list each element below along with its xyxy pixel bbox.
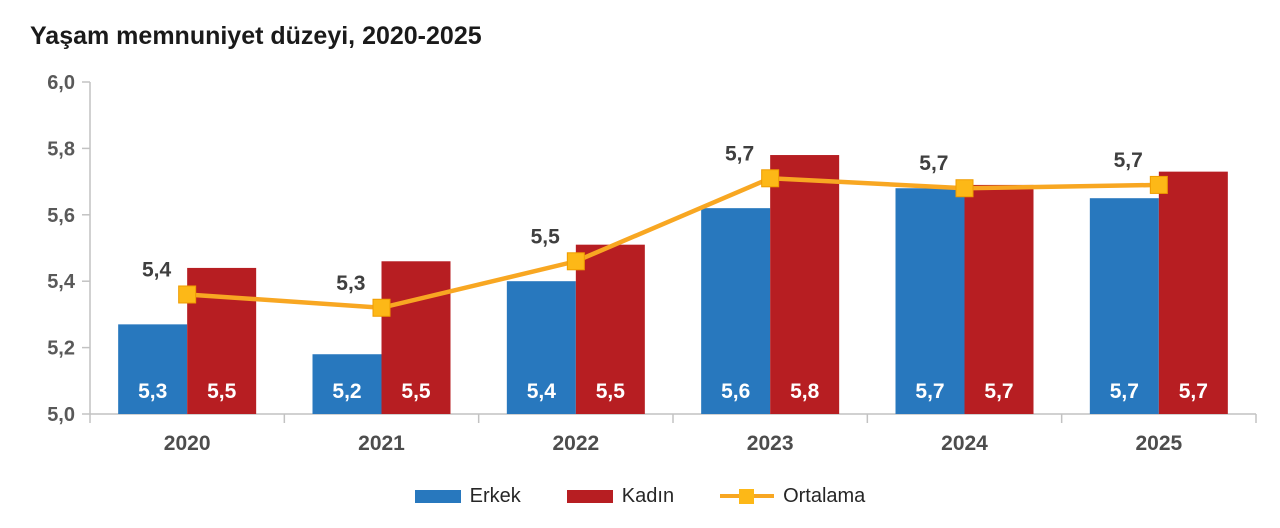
bar-kadin-2025 [1158, 171, 1228, 414]
chart-title: Yaşam memnuniyet düzeyi, 2020-2025 [30, 22, 482, 50]
bar-erkek-2025 [1089, 198, 1159, 414]
bar-kadin-2021 [381, 261, 451, 414]
bar-value-label-kadin-2025: 5,7 [1179, 380, 1208, 403]
erkek-bar-swatch-icon [414, 489, 461, 503]
bar-value-label-kadin-2021: 5,5 [401, 380, 431, 403]
chart-legend: Erkek Kadın Ortalama [0, 479, 1280, 513]
bar-kadin-2022 [575, 244, 645, 414]
y-tick-label: 5,2 [47, 338, 75, 360]
x-tick-label-2022: 2022 [552, 432, 599, 455]
bar-kadin-2023 [770, 155, 840, 415]
line-marker-2021 [372, 298, 391, 317]
line-point-label-2020: 5,4 [142, 258, 172, 281]
bar-value-label-erkek-2022: 5,4 [527, 380, 557, 403]
ortalama-line [187, 176, 1159, 311]
bar-value-label-kadin-2023: 5,8 [790, 380, 820, 403]
legend-item-erkek: Erkek [414, 484, 521, 508]
y-tick-label: 5,4 [47, 271, 76, 293]
x-tick-label-2021: 2021 [358, 432, 405, 455]
line-marker-2025 [1149, 175, 1168, 194]
y-tick-label: 5,6 [47, 205, 75, 227]
bar-value-label-erkek-2020: 5,3 [138, 380, 167, 403]
x-tick-label-2024: 2024 [941, 432, 988, 455]
line-point-label-2025: 5,7 [1114, 149, 1143, 172]
line-point-label-2023: 5,7 [725, 142, 754, 165]
line-marker-2020 [178, 285, 197, 304]
bar-value-label-erkek-2021: 5,2 [332, 380, 361, 403]
legend-item-ortalama: Ortalama [720, 485, 865, 508]
y-tick-label: 5,0 [47, 404, 75, 426]
kadin-bar-swatch-icon [566, 489, 613, 503]
line-point-label-2024: 5,7 [919, 152, 948, 175]
bar-kadin-2020 [187, 267, 257, 414]
bar-value-label-erkek-2023: 5,6 [721, 380, 750, 403]
bar-erkek-2023 [701, 208, 771, 414]
bar-value-label-kadin-2020: 5,5 [207, 380, 237, 403]
y-tick-label: 6,0 [47, 72, 75, 94]
bar-erkek-2021 [312, 354, 382, 414]
legend-label-ortalama: Ortalama [783, 484, 866, 507]
bar-erkek-2022 [506, 281, 576, 414]
bar-value-label-erkek-2024: 5,7 [915, 380, 944, 403]
x-tick-label-2023: 2023 [747, 432, 794, 455]
x-tick-label-2020: 2020 [164, 432, 211, 455]
bar-value-label-erkek-2025: 5,7 [1110, 380, 1139, 403]
line-marker-2022 [566, 252, 585, 271]
y-tick-label: 5,8 [47, 138, 75, 160]
legend-label-kadin: Kadın [621, 484, 675, 507]
x-tick-label-2025: 2025 [1135, 432, 1182, 455]
bar-erkek-2024 [895, 188, 965, 414]
ortalama-marker-icon [739, 488, 755, 504]
legend-label-erkek: Erkek [469, 484, 521, 507]
line-point-label-2021: 5,3 [336, 272, 365, 295]
ortalama-line-swatch-icon [720, 488, 775, 504]
bar-erkek-2020 [118, 324, 188, 414]
line-marker-2023 [761, 169, 780, 188]
bar-value-label-kadin-2022: 5,5 [596, 380, 626, 403]
line-point-label-2022: 5,5 [531, 225, 561, 248]
bar-kadin-2024 [964, 184, 1034, 414]
bar-value-label-kadin-2024: 5,7 [984, 380, 1013, 403]
legend-item-kadin: Kadın [566, 484, 675, 508]
line-marker-2024 [955, 179, 974, 198]
